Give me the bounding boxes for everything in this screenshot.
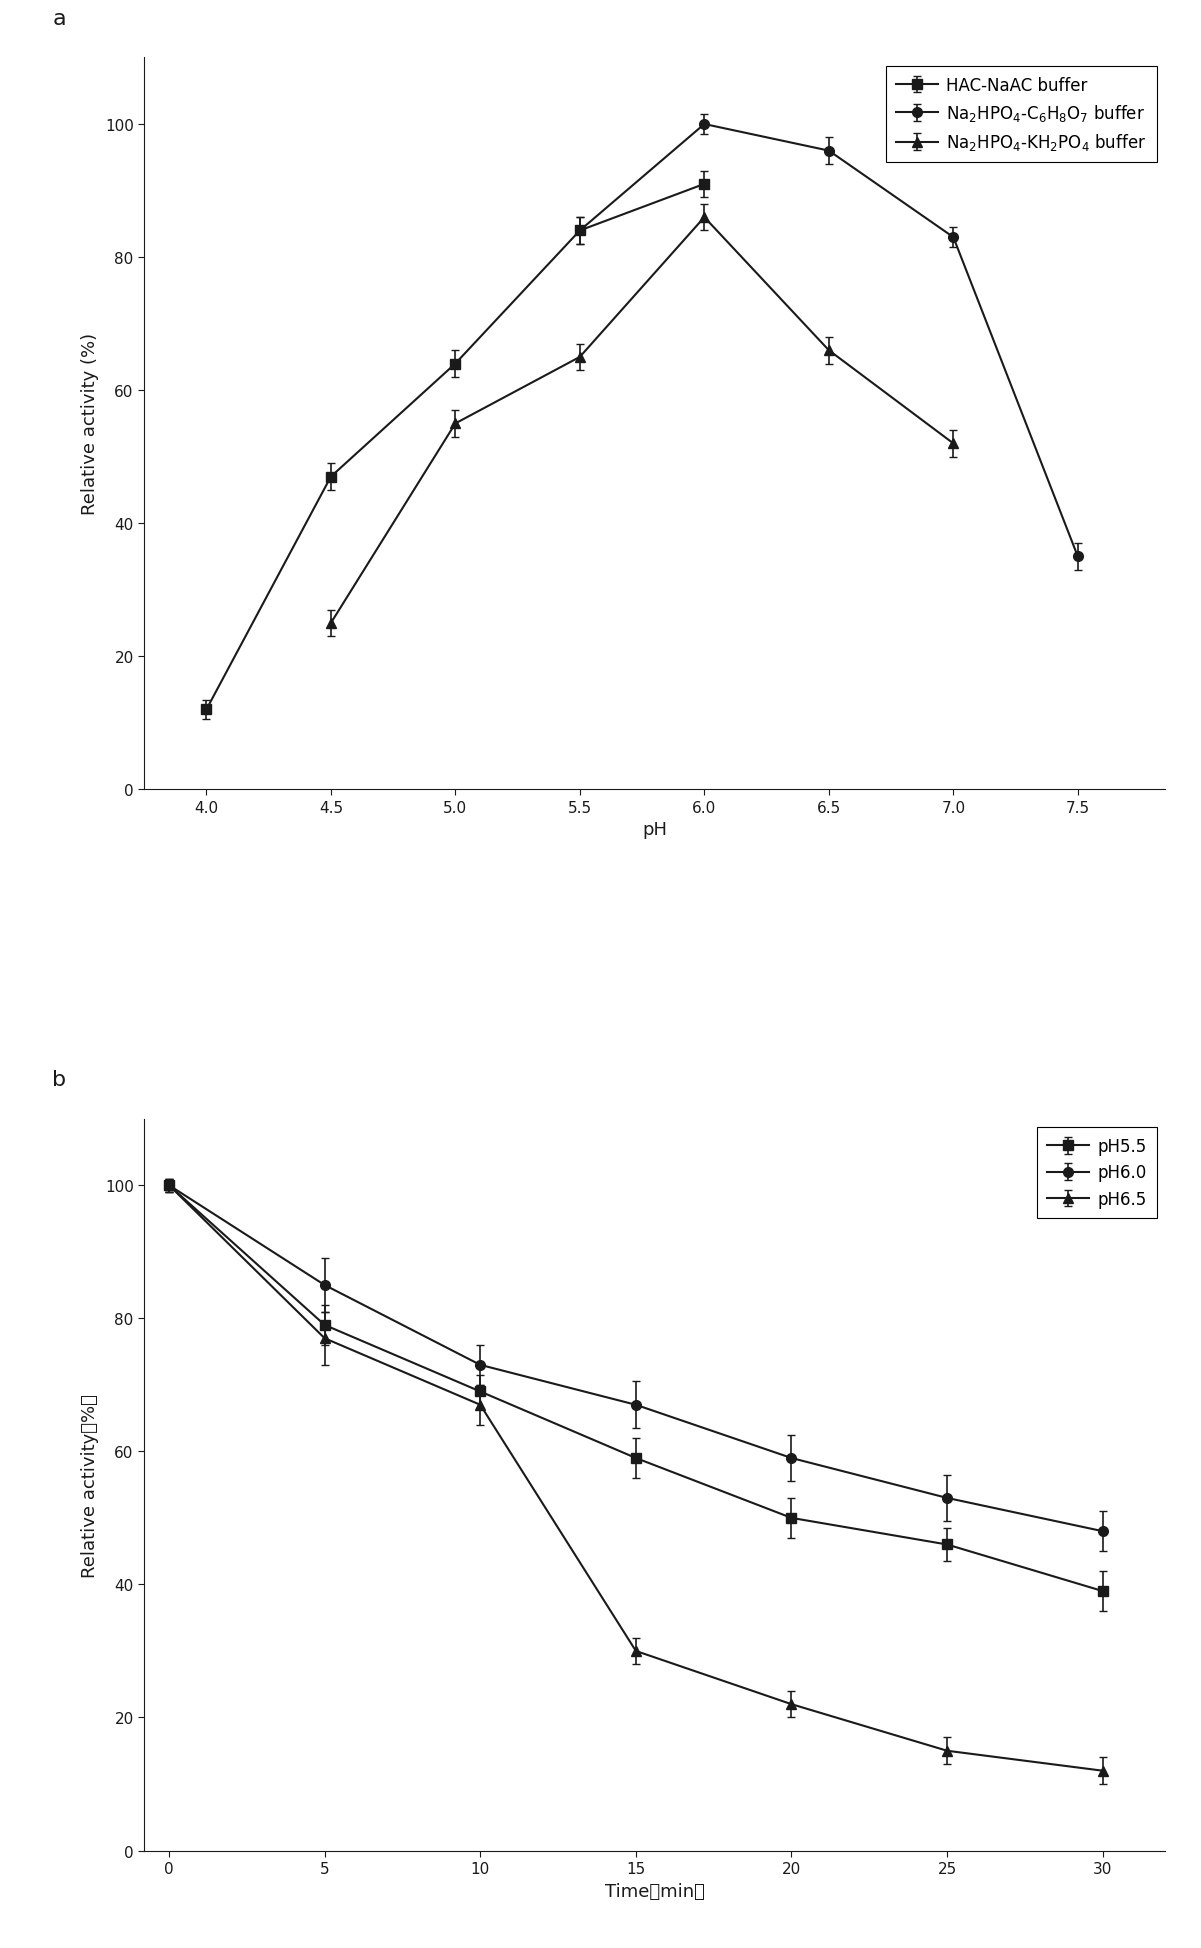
Legend: HAC-NaAC buffer, Na$_2$HPO$_4$-C$_6$H$_8$O$_7$ buffer, Na$_2$HPO$_4$-KH$_2$PO$_4: HAC-NaAC buffer, Na$_2$HPO$_4$-C$_6$H$_8… (886, 66, 1157, 164)
Text: a: a (53, 10, 66, 29)
Text: b: b (53, 1069, 66, 1089)
Y-axis label: Relative activity（%）: Relative activity（%） (82, 1393, 100, 1576)
X-axis label: pH: pH (643, 820, 667, 840)
Y-axis label: Relative activity (%): Relative activity (%) (82, 333, 100, 514)
X-axis label: Time（min）: Time（min） (604, 1882, 705, 1899)
Legend: pH5.5, pH6.0, pH6.5: pH5.5, pH6.0, pH6.5 (1038, 1128, 1157, 1218)
